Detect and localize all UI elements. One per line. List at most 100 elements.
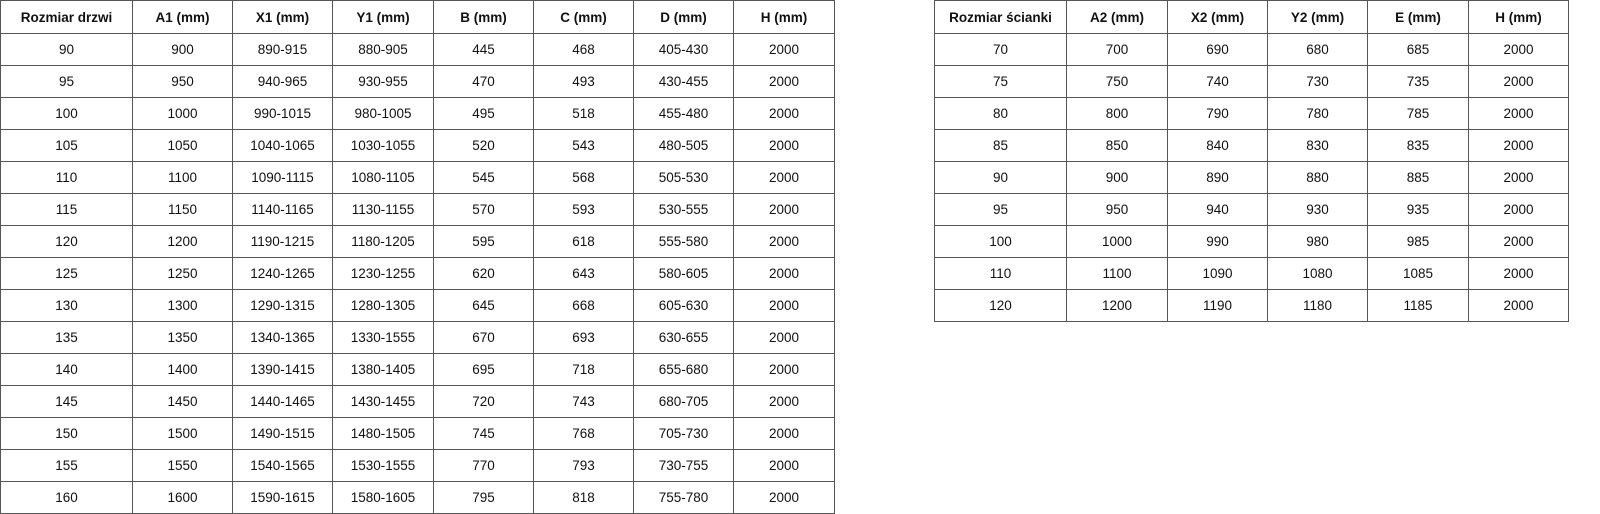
table-row: 115 1150 1140-1165 1130-1155 570 593 530-555 20… — [0, 193, 835, 226]
table-cell: 680-705 — [633, 385, 734, 418]
table-cell: 990-1015 — [232, 97, 333, 130]
table-cell: 110 — [0, 161, 133, 194]
table-cell: 1040-1065 — [232, 129, 333, 162]
table-cell: 850 — [1066, 129, 1168, 162]
table-cell: 570 — [433, 193, 534, 226]
table-row: 130 1300 1290-1315 1280-1305 645 668 605-630 20… — [0, 289, 835, 322]
header-row: Rozmiar ścianki A2 (mm) X2 (mm) Y2 (mm) E (m… — [934, 0, 1569, 34]
table-cell: 1185 — [1367, 289, 1469, 322]
table-cell: 730 — [1267, 65, 1368, 98]
column-header: X2 (mm) — [1167, 0, 1268, 34]
table-cell: 605-630 — [633, 289, 734, 322]
table-cell: 80 — [934, 97, 1067, 130]
table-row: 90 900 890-915 880-905 445 468 405-430 2000 — [0, 33, 835, 66]
column-header: E (mm) — [1367, 0, 1469, 34]
table-cell: 880-905 — [332, 33, 434, 66]
table-cell: 1280-1305 — [332, 289, 434, 322]
column-header: Rozmiar drzwi — [0, 0, 133, 34]
table-cell: 1030-1055 — [332, 129, 434, 162]
table-cell: 2000 — [1468, 65, 1569, 98]
table-cell: 2000 — [733, 129, 835, 162]
table-cell: 1190 — [1167, 289, 1268, 322]
table-cell: 1000 — [1066, 225, 1168, 258]
table-cell: 518 — [533, 97, 634, 130]
table-cell: 125 — [0, 257, 133, 290]
table-cell: 495 — [433, 97, 534, 130]
table-cell: 2000 — [733, 97, 835, 130]
table-row: 80 800 790 780 785 2000 — [934, 97, 1569, 130]
table-cell: 2000 — [733, 449, 835, 482]
table-cell: 1080 — [1267, 257, 1368, 290]
table-cell: 1340-1365 — [232, 321, 333, 354]
table-cell: 935 — [1367, 193, 1469, 226]
table-cell: 950 — [132, 65, 233, 98]
table-row: 160 1600 1590-1615 1580-1605 795 818 755-780 20… — [0, 481, 835, 514]
table-cell: 155 — [0, 449, 133, 482]
table-cell: 2000 — [733, 161, 835, 194]
table-cell: 1600 — [132, 481, 233, 514]
table-cell: 160 — [0, 481, 133, 514]
door-dimensions-table: Rozmiar drzwi A1 (mm) X1 (mm) Y1 (mm) B (mm)… — [0, 0, 835, 514]
table-cell: 1390-1415 — [232, 353, 333, 386]
table-cell: 950 — [1066, 193, 1168, 226]
table-row: 90 900 890 880 885 2000 — [934, 161, 1569, 194]
table-cell: 445 — [433, 33, 534, 66]
table-cell: 105 — [0, 129, 133, 162]
table-cell: 755-780 — [633, 481, 734, 514]
table-cell: 2000 — [733, 289, 835, 322]
table-cell: 800 — [1066, 97, 1168, 130]
table-row: 110 1100 1090 1080 1085 2000 — [934, 257, 1569, 290]
table-cell: 1530-1555 — [332, 449, 434, 482]
table-cell: 2000 — [733, 65, 835, 98]
table-row: 150 1500 1490-1515 1480-1505 745 768 705-730 20… — [0, 417, 835, 450]
table-cell: 630-655 — [633, 321, 734, 354]
table-cell: 768 — [533, 417, 634, 450]
table-cell: 900 — [1066, 161, 1168, 194]
column-header: X1 (mm) — [232, 0, 333, 34]
table-cell: 1190-1215 — [232, 225, 333, 258]
table-cell: 580-605 — [633, 257, 734, 290]
table-cell: 1090 — [1167, 257, 1268, 290]
column-header: H (mm) — [1468, 0, 1569, 34]
table-cell: 2000 — [1468, 97, 1569, 130]
table-cell: 493 — [533, 65, 634, 98]
header-row: Rozmiar drzwi A1 (mm) X1 (mm) Y1 (mm) B (mm)… — [0, 0, 835, 34]
wall-panel-dimensions-table: Rozmiar ścianki A2 (mm) X2 (mm) Y2 (mm) E (m… — [934, 0, 1569, 322]
column-header: C (mm) — [533, 0, 634, 34]
table-cell: 140 — [0, 353, 133, 386]
table-cell: 468 — [533, 33, 634, 66]
table-cell: 2000 — [1468, 193, 1569, 226]
table-cell: 1085 — [1367, 257, 1469, 290]
table-cell: 2000 — [1468, 161, 1569, 194]
table-cell: 115 — [0, 193, 133, 226]
column-header: B (mm) — [433, 0, 534, 34]
table-cell: 505-530 — [633, 161, 734, 194]
table-cell: 85 — [934, 129, 1067, 162]
table-cell: 2000 — [1468, 225, 1569, 258]
table-cell: 730-755 — [633, 449, 734, 482]
table-cell: 430-455 — [633, 65, 734, 98]
table-cell: 1350 — [132, 321, 233, 354]
table-cell: 2000 — [733, 353, 835, 386]
table-cell: 100 — [0, 97, 133, 130]
table-cell: 1140-1165 — [232, 193, 333, 226]
table-cell: 2000 — [1468, 289, 1569, 322]
table-cell: 720 — [433, 385, 534, 418]
table-cell: 1580-1605 — [332, 481, 434, 514]
table-cell: 95 — [934, 193, 1067, 226]
table-cell: 940 — [1167, 193, 1268, 226]
table-cell: 120 — [934, 289, 1067, 322]
table-cell: 2000 — [733, 385, 835, 418]
table-cell: 1080-1105 — [332, 161, 434, 194]
table-row: 145 1450 1440-1465 1430-1455 720 743 680-705 20… — [0, 385, 835, 418]
table-cell: 145 — [0, 385, 133, 418]
table-cell: 1200 — [1066, 289, 1168, 322]
table-cell: 620 — [433, 257, 534, 290]
table-row: 95 950 940 930 935 2000 — [934, 193, 1569, 226]
table-cell: 900 — [132, 33, 233, 66]
table-cell: 1590-1615 — [232, 481, 333, 514]
table-cell: 1100 — [1066, 257, 1168, 290]
table-cell: 530-555 — [633, 193, 734, 226]
table-cell: 885 — [1367, 161, 1469, 194]
table-cell: 890 — [1167, 161, 1268, 194]
